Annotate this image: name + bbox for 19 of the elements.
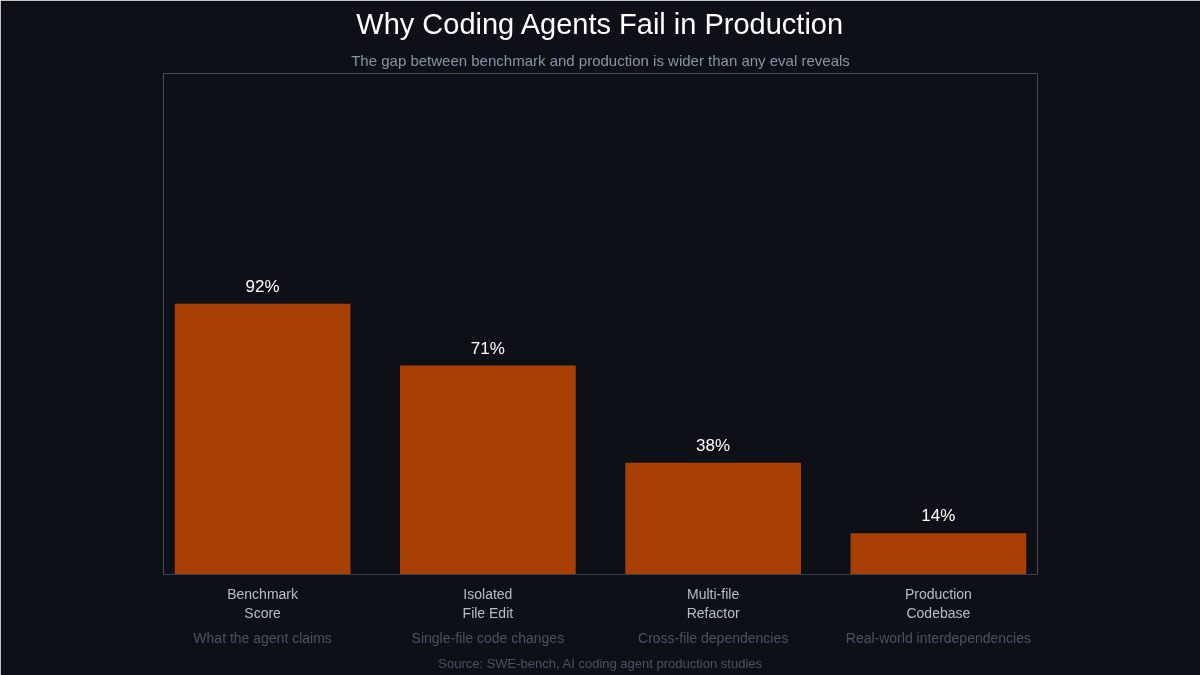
bar xyxy=(174,303,351,575)
data-label: 92% xyxy=(245,276,280,296)
x-tick-label: Isolated File Edit xyxy=(462,585,514,621)
text: Real-world interdependencies xyxy=(845,629,1032,646)
x-tick-label: Benchmark Score xyxy=(227,585,300,621)
data-label: 71% xyxy=(470,338,505,358)
x-tick-label: Multi-file Refactor xyxy=(686,585,740,621)
data-label: 38% xyxy=(696,435,731,455)
source-note: Source: SWE-bench, AI coding agent production studies xyxy=(438,655,763,671)
text: Cross-file dependencies xyxy=(638,629,789,646)
x-tick-label: Production Codebase xyxy=(904,585,972,621)
text: What the agent claims xyxy=(193,629,332,646)
data-label: 14% xyxy=(921,506,956,526)
bar xyxy=(850,533,1027,575)
bar xyxy=(625,462,801,575)
chart-title: Why Coding Agents Fail in Production xyxy=(356,7,844,40)
chart-subtitle: The gap between benchmark and production is wider than any eval reveals xyxy=(351,51,850,69)
bar xyxy=(400,365,576,575)
text: Single-file code changes xyxy=(411,629,565,646)
